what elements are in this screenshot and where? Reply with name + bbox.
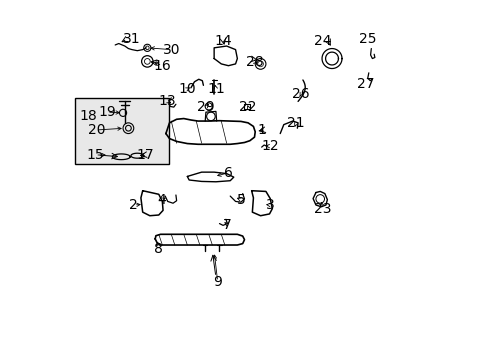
Text: 9: 9 <box>213 275 222 289</box>
Text: 7: 7 <box>223 218 232 231</box>
Text: 18: 18 <box>79 109 97 123</box>
Text: 19: 19 <box>98 105 116 119</box>
Text: 29: 29 <box>197 100 215 114</box>
Text: 23: 23 <box>314 202 331 216</box>
Text: 10: 10 <box>178 82 196 96</box>
Text: 20: 20 <box>87 123 105 137</box>
Text: 24: 24 <box>314 35 331 48</box>
Text: 1: 1 <box>257 123 265 137</box>
Text: 26: 26 <box>291 87 309 101</box>
Text: 28: 28 <box>246 55 264 69</box>
Text: 8: 8 <box>153 242 162 256</box>
Text: 5: 5 <box>236 193 245 207</box>
Text: 30: 30 <box>162 42 180 57</box>
Text: 13: 13 <box>159 94 176 108</box>
Text: 11: 11 <box>206 82 224 96</box>
Text: 22: 22 <box>239 100 256 114</box>
Text: 4: 4 <box>157 193 165 207</box>
Text: 15: 15 <box>86 148 104 162</box>
Text: 14: 14 <box>214 34 231 48</box>
Text: 16: 16 <box>153 59 171 73</box>
Text: 31: 31 <box>123 32 141 46</box>
Text: 6: 6 <box>224 166 232 180</box>
Text: 17: 17 <box>136 148 154 162</box>
Text: 27: 27 <box>356 77 374 91</box>
Bar <box>75 98 169 164</box>
Text: 21: 21 <box>287 116 305 130</box>
Text: 3: 3 <box>265 198 274 212</box>
Text: 12: 12 <box>261 139 279 153</box>
Text: 2: 2 <box>129 198 138 212</box>
Text: 25: 25 <box>358 32 376 46</box>
